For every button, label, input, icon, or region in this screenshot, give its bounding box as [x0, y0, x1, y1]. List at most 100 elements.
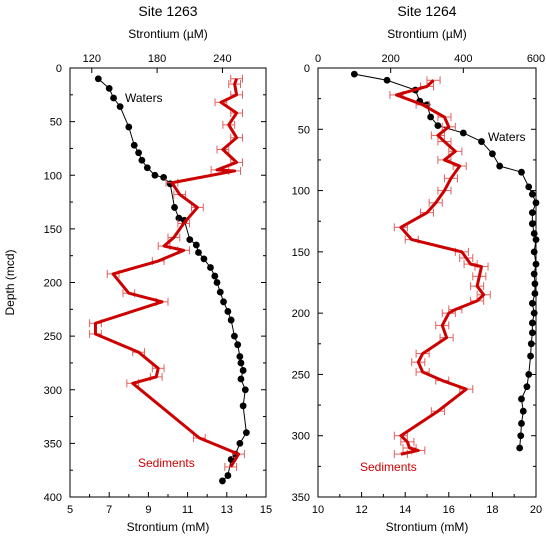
y-tick-label: 250	[44, 331, 62, 343]
waters-point	[236, 353, 244, 360]
waters-point	[518, 395, 525, 403]
waters-point	[350, 70, 358, 78]
sediments-label: Sediments	[360, 460, 417, 474]
waters-point	[517, 432, 525, 440]
waters-point	[234, 341, 242, 349]
y-tick-label: 300	[44, 385, 62, 397]
y-tick-label: 350	[292, 492, 310, 504]
waters-point	[224, 472, 232, 479]
waters-point	[237, 359, 245, 367]
bottom-tick-label: 18	[486, 504, 498, 516]
waters-point	[219, 477, 226, 485]
y-tick-label: 50	[298, 124, 310, 136]
panel-title: Site 1264	[397, 3, 456, 19]
top-tick-label: 120	[83, 53, 101, 65]
panel-site-1263: Site 1263 Strontium (µM) Strontium (mM) Dep…	[3, 3, 272, 534]
waters-point	[243, 429, 250, 437]
bottom-tick-label: 10	[312, 504, 324, 516]
bottom-axis-label: Strontium (mM)	[127, 520, 210, 534]
waters-point	[496, 162, 504, 170]
top-axis-label: Strontium (µM)	[128, 27, 208, 41]
waters-point	[135, 149, 143, 157]
bottom-tick-label: 11	[182, 504, 193, 516]
waters-point	[213, 279, 221, 286]
waters-point	[224, 308, 232, 315]
waters-point	[532, 236, 540, 244]
waters-point	[220, 298, 227, 306]
waters-point	[195, 249, 202, 256]
waters-point	[528, 190, 536, 198]
y-tick-label: 200	[44, 278, 62, 290]
waters-point	[528, 319, 536, 327]
waters-point	[434, 122, 442, 130]
waters-point	[528, 329, 536, 337]
top-tick-label: 400	[454, 53, 472, 65]
top-tick-label: 0	[315, 53, 321, 65]
waters-label: Waters	[488, 130, 526, 144]
waters-point	[525, 183, 533, 191]
waters-point	[227, 316, 235, 324]
waters-point	[528, 209, 536, 217]
waters-point	[532, 260, 540, 268]
bottom-tick-label: 15	[260, 504, 272, 516]
waters-point	[151, 171, 159, 179]
waters-point	[138, 156, 146, 164]
waters-label: Waters	[125, 91, 163, 105]
y-tick-label: 150	[44, 224, 62, 236]
y-tick-label: 100	[292, 186, 310, 198]
waters-point	[427, 113, 435, 121]
bottom-tick-label: 5	[67, 504, 73, 516]
waters-point	[94, 75, 102, 83]
y-tick-label: 250	[292, 369, 310, 381]
bottom-tick-label: 20	[530, 504, 542, 516]
y-tick-label: 150	[292, 247, 310, 259]
top-tick-label: 200	[381, 53, 399, 65]
waters-point	[192, 241, 200, 249]
panel-title: Site 1263	[138, 3, 197, 19]
waters-point	[530, 309, 538, 317]
waters-point	[527, 340, 535, 348]
y-tick-label: 300	[292, 431, 310, 443]
waters-point	[216, 288, 224, 296]
waters-point	[116, 103, 124, 111]
waters-point	[143, 164, 151, 172]
waters-point	[105, 84, 113, 92]
waters-point	[530, 270, 538, 278]
waters-point	[489, 150, 496, 158]
waters-point	[518, 420, 525, 427]
waters-point	[110, 94, 117, 102]
waters-point	[130, 141, 138, 149]
y-tick-label: 200	[292, 308, 310, 320]
y-tick-label: 0	[56, 63, 62, 75]
y-tick-label: 50	[50, 117, 62, 129]
waters-point	[241, 386, 249, 394]
waters-point	[125, 123, 133, 131]
bottom-tick-label: 14	[399, 504, 411, 516]
waters-point	[160, 173, 168, 181]
plot-frame	[69, 67, 267, 498]
waters-point	[171, 204, 178, 211]
waters-point	[523, 383, 531, 391]
waters-point	[518, 168, 525, 176]
waters-point	[186, 236, 194, 244]
y-tick-label: 100	[44, 170, 62, 182]
waters-point	[528, 220, 536, 228]
waters-point	[200, 255, 208, 263]
top-tick-label: 240	[213, 53, 231, 65]
waters-point	[530, 248, 538, 256]
waters-point	[211, 272, 219, 280]
waters-point	[531, 290, 539, 297]
waters-point	[237, 375, 245, 383]
panel-site-1264: Site 1264 Strontium (µM) Strontium (mM) 0 50…	[292, 3, 546, 534]
y-tick-label: 400	[44, 492, 62, 504]
waters-line	[97, 78, 247, 482]
top-tick-label: 600	[527, 53, 545, 65]
waters-point	[239, 367, 247, 374]
waters-point	[516, 444, 524, 452]
waters-point	[530, 230, 538, 237]
waters-point	[531, 280, 539, 288]
bottom-tick-label: 7	[106, 504, 112, 516]
y-tick-label: 350	[44, 438, 62, 450]
bottom-axis-label: Strontium (mM)	[386, 520, 469, 534]
